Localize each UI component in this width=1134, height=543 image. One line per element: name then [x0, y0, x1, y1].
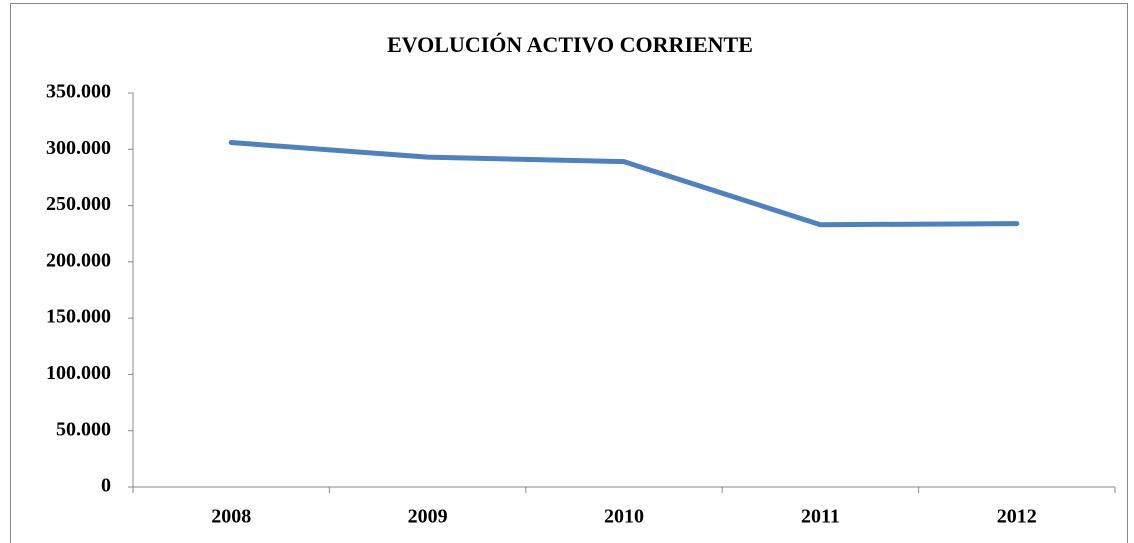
y-tick-label: 150.000: [46, 306, 111, 328]
y-tick-label: 300.000: [46, 137, 111, 159]
x-tick-label: 2010: [604, 506, 644, 528]
y-tick-label: 0: [101, 475, 111, 497]
y-tick-label: 50.000: [56, 418, 111, 440]
chart-title: EVOLUCIÓN ACTIVO CORRIENTE: [387, 32, 753, 57]
y-tick-label: 250.000: [46, 193, 111, 215]
x-tick-label: 2012: [997, 506, 1037, 528]
data-line: [228, 140, 1020, 228]
y-tick-label: 350.000: [46, 81, 111, 103]
chart-frame: [10, 3, 1128, 543]
y-tick-label: 200.000: [46, 249, 111, 271]
x-tick-label: 2008: [211, 506, 251, 528]
x-tick-label: 2009: [408, 506, 448, 528]
x-tick-label: 2011: [801, 506, 840, 528]
y-tick-label: 100.000: [46, 362, 111, 384]
